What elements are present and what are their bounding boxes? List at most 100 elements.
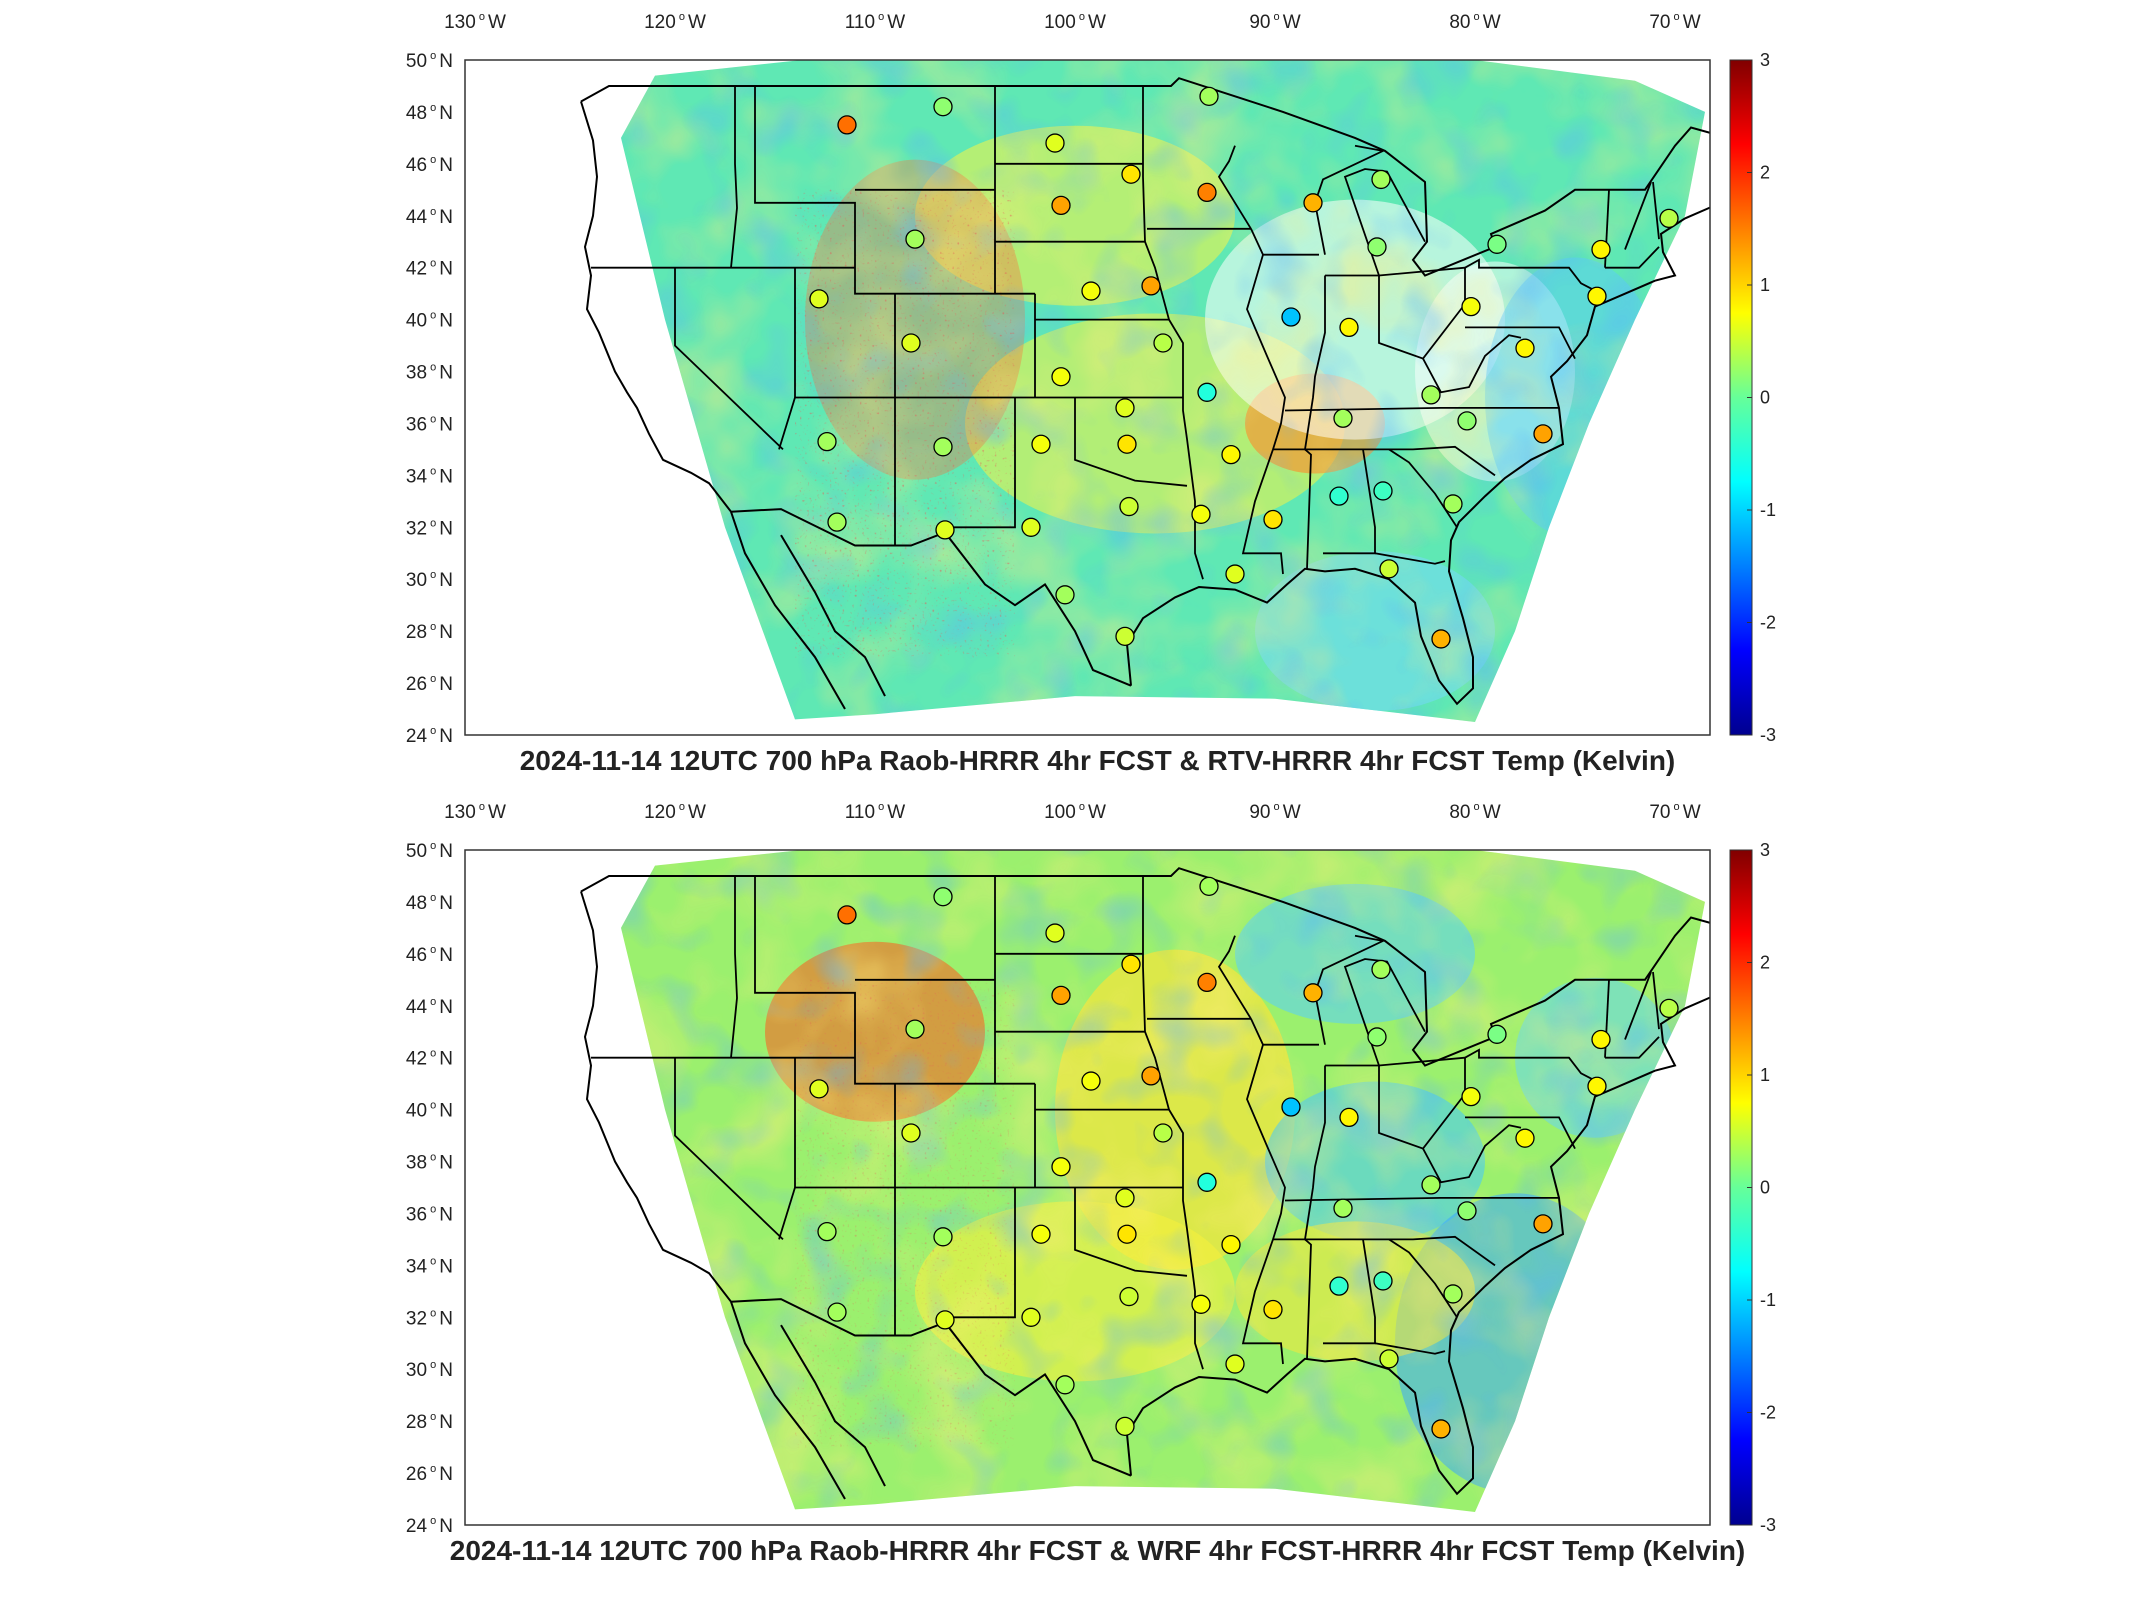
- mexico-border: [730, 1298, 1132, 1477]
- colorbar-tick-label: -2: [1760, 613, 1776, 633]
- state-boundary: [1273, 1235, 1496, 1267]
- east-coastline: [1125, 206, 1710, 706]
- state-boundary: [1652, 181, 1660, 240]
- panel-title: 2024-11-14 12UTC 700 hPa Raob-HRRR 4hr F…: [450, 1535, 1746, 1566]
- raob-station-marker: [1115, 1188, 1135, 1208]
- raob-station-marker: [1115, 398, 1135, 418]
- raob-station-marker: [1121, 954, 1141, 974]
- coastline: [580, 101, 732, 513]
- raob-station-marker: [933, 97, 953, 117]
- raob-station-marker: [1487, 1024, 1507, 1044]
- east-coastline: [1125, 996, 1710, 1496]
- raob-station-marker: [1457, 1201, 1477, 1221]
- raob-station-marker: [1421, 1175, 1441, 1195]
- raob-station-marker: [1119, 496, 1139, 517]
- raob-station-marker: [1367, 1027, 1387, 1047]
- raob-station-marker: [1303, 193, 1323, 213]
- colorbar-tick-label: -2: [1760, 1403, 1776, 1423]
- raob-station-marker: [1045, 133, 1065, 153]
- raob-station-marker: [1191, 1294, 1211, 1314]
- raob-station-marker: [1533, 424, 1553, 444]
- colorbar-tick-label: 1: [1760, 1065, 1770, 1085]
- latitude-tick-label: 28 o N: [406, 1411, 453, 1433]
- longitude-tick-label: 100 o W: [1044, 11, 1106, 33]
- colorbar-tick-label: 0: [1760, 1178, 1770, 1198]
- raob-station-marker: [935, 1310, 955, 1330]
- raob-station-marker: [1197, 1172, 1217, 1192]
- raob-station-marker: [1199, 876, 1219, 896]
- latitude-tick-label: 48 o N: [406, 892, 453, 914]
- raob-station-marker: [1431, 1419, 1451, 1439]
- latitude-tick-label: 50 o N: [406, 50, 453, 72]
- latitude-tick-label: 34 o N: [406, 465, 453, 487]
- raob-station-marker: [827, 512, 847, 532]
- raob-station-marker: [1421, 385, 1441, 405]
- map-frame: [464, 849, 1711, 1526]
- raob-station-marker: [1051, 367, 1071, 387]
- raob-station-marker: [1031, 1224, 1051, 1244]
- latitude-tick-label: 36 o N: [406, 1203, 453, 1225]
- state-boundary: [674, 267, 784, 451]
- longitude-tick-label: 100 o W: [1044, 801, 1106, 823]
- raob-station-marker: [1515, 1128, 1535, 1148]
- raob-station-marker: [1371, 959, 1391, 980]
- raob-station-marker: [1443, 1284, 1463, 1304]
- raob-station-marker: [1221, 444, 1241, 465]
- state-boundary: [1465, 326, 1576, 360]
- longitude-tick-label: 90 o W: [1249, 801, 1300, 823]
- state-boundary: [1314, 144, 1386, 255]
- latitude-tick-label: 34 o N: [406, 1255, 453, 1277]
- raob-station-marker: [1081, 1071, 1101, 1091]
- colorbar-tick-label: -1: [1760, 1290, 1776, 1310]
- state-boundary: [1343, 168, 1426, 276]
- longitude-tick-label: 90 o W: [1249, 11, 1300, 33]
- raob-station-marker: [933, 1227, 953, 1247]
- raob-station-marker: [1051, 985, 1071, 1006]
- map-panel-2: 130 o W 120 o W 110 o W 100 o W 90 o W 80 o W…: [406, 801, 1776, 1566]
- raob-station-marker: [1225, 564, 1245, 584]
- raob-station-marker: [933, 437, 953, 457]
- raob-station-marker: [1141, 1066, 1161, 1086]
- state-boundary: [1652, 971, 1660, 1030]
- raob-station-marker: [1379, 559, 1399, 579]
- coastline: [580, 891, 732, 1303]
- raob-station-marker: [1081, 281, 1101, 301]
- longitude-tick-label: 110 o W: [845, 11, 906, 33]
- raob-station-marker: [1117, 1224, 1137, 1244]
- latitude-tick-label: 38 o N: [406, 362, 453, 384]
- latitude-tick-label: 48 o N: [406, 102, 453, 124]
- state-boundary: [1314, 934, 1386, 1045]
- raob-station-marker: [935, 520, 955, 540]
- raob-station-marker: [1141, 276, 1161, 296]
- colorbar-tick-label: 0: [1760, 388, 1770, 408]
- longitude-tick-label: 130 o W: [444, 801, 506, 823]
- latitude-tick-label: 50 o N: [406, 840, 453, 862]
- gulf-of-california-coast: [780, 534, 886, 697]
- state-boundary: [1241, 1018, 1286, 1365]
- raob-station-marker: [1333, 408, 1353, 428]
- raob-station-marker: [1533, 1214, 1553, 1234]
- raob-stations: [809, 86, 1679, 649]
- state-boundary: [1624, 971, 1652, 1040]
- gulf-of-california-coast: [780, 1324, 886, 1487]
- state-boundary: [1273, 445, 1496, 477]
- raob-station-marker: [837, 905, 857, 925]
- raob-station-marker: [1587, 1076, 1607, 1096]
- map-panel-1: 130 o W 120 o W 110 o W 100 o W 90 o W 80 o W…: [406, 11, 1776, 776]
- raob-station-marker: [905, 1019, 925, 1039]
- raob-station-marker: [1659, 208, 1679, 229]
- raob-station-marker: [1045, 923, 1065, 943]
- raob-station-marker: [809, 289, 829, 309]
- colorbar: 3 2 1 0 -1 -2 -3: [1729, 50, 1776, 745]
- raob-station-marker: [1587, 286, 1607, 306]
- baja-coastline: [730, 511, 846, 710]
- raob-station-marker: [1457, 411, 1477, 431]
- colorbar-tick-label: 2: [1760, 163, 1770, 183]
- map-boundaries: [580, 77, 1710, 710]
- raob-station-marker: [1119, 1286, 1139, 1307]
- raob-station-marker: [901, 1123, 921, 1143]
- raob-station-marker: [1281, 1097, 1301, 1117]
- state-boundary: [754, 876, 1035, 1085]
- state-boundary: [1374, 552, 1446, 565]
- latitude-tick-label: 24 o N: [406, 1515, 453, 1537]
